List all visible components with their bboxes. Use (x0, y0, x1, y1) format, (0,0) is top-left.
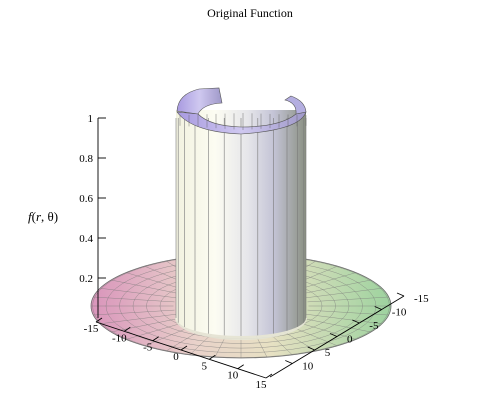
z-axis-label: f(r, θ) (28, 209, 59, 224)
y-tick-mark (307, 346, 315, 351)
z-tick-label: 0.2 (79, 273, 93, 285)
x-ticks: -15 -10 -5 0 5 10 15 (84, 317, 273, 391)
x-tick-mark (152, 336, 159, 342)
y-tick-mark (285, 360, 293, 364)
y-tick-label: -10 (392, 307, 407, 319)
y-ticks: -15 -10 -5 0 5 10 (285, 292, 429, 373)
y-tick-mark (374, 306, 382, 310)
z-tick-label: 1 (88, 113, 94, 125)
cylinder-top-rim (176, 87, 307, 135)
x-tick-label: 15 (256, 379, 268, 391)
x-tick-label: -5 (143, 342, 153, 354)
y-tick-label: -15 (414, 293, 429, 305)
y-tick-label: 5 (325, 347, 331, 359)
x-tick-label: 5 (202, 360, 208, 372)
x-tick-label: 0 (173, 351, 179, 363)
x-tick-mark (124, 326, 131, 332)
x-tick-mark (237, 364, 244, 370)
x-tick-label: -15 (84, 323, 99, 335)
chart-title: Original Function (207, 6, 293, 20)
x-tick-mark (209, 354, 216, 360)
x-tick-mark (265, 373, 273, 379)
y-tick-mark (352, 319, 360, 324)
z-tick-label: 0.8 (79, 153, 93, 165)
z-ticks: 0.2 0.4 0.6 0.8 1 (79, 113, 106, 285)
z-tick-label: 0.4 (79, 233, 93, 245)
y-tick-label: -5 (369, 320, 379, 332)
cylinder-surface (175, 110, 307, 336)
y-tick-label: 0 (347, 334, 353, 346)
y-tick-mark (396, 292, 405, 297)
z-tick-label: 0.6 (79, 193, 93, 205)
x-tick-mark (95, 317, 103, 323)
y-tick-mark (329, 333, 338, 337)
x-tick-label: -10 (112, 332, 127, 344)
y-tick-label: 10 (302, 361, 314, 373)
x-tick-mark (180, 345, 188, 351)
x-tick-label: 10 (227, 370, 239, 382)
